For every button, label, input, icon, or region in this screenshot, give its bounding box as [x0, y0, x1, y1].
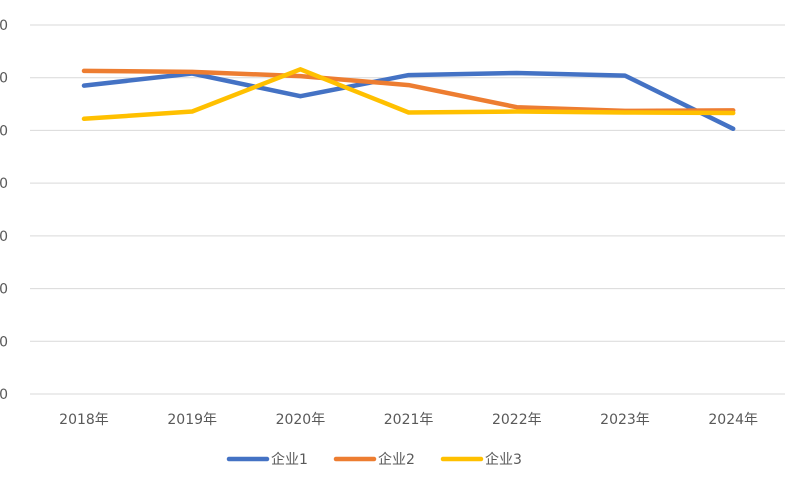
- series-lines: [81, 67, 736, 132]
- y-tick-label: 0: [0, 18, 8, 34]
- legend-item: 企业3: [440, 451, 522, 468]
- y-tick-label: 0: [0, 387, 8, 403]
- x-tick-label: 2020年: [276, 412, 326, 428]
- x-tick-label: 2019年: [167, 412, 217, 428]
- y-tick-label: 0: [0, 282, 8, 298]
- x-tick-label: 2021年: [384, 412, 434, 428]
- series-line-1: [81, 70, 736, 132]
- y-tick-label: 0: [0, 229, 8, 245]
- x-tick-label: 2023年: [600, 412, 650, 428]
- series-line-3: [81, 67, 736, 122]
- x-tick-label: 2018年: [59, 412, 109, 428]
- y-axis-tick-labels: 0 0 0 0 0 0 0 0: [0, 18, 8, 403]
- legend-item: 企业1: [226, 451, 308, 468]
- x-axis-tick-labels: 2018年 2019年 2020年 2021年 2022年 2023年 2024年: [59, 412, 758, 428]
- y-tick-label: 0: [0, 123, 8, 139]
- y-tick-label: 0: [0, 71, 8, 87]
- legend-label: 企业2: [378, 451, 415, 468]
- legend: 企业1 企业2 企业3: [226, 451, 522, 468]
- y-tick-label: 0: [0, 176, 8, 192]
- x-tick-label: 2022年: [492, 412, 542, 428]
- y-tick-label: 0: [0, 334, 8, 350]
- legend-label: 企业3: [485, 451, 522, 468]
- x-tick-label: 2024年: [708, 412, 758, 428]
- legend-item: 企业2: [333, 451, 415, 468]
- legend-label: 企业1: [271, 451, 308, 468]
